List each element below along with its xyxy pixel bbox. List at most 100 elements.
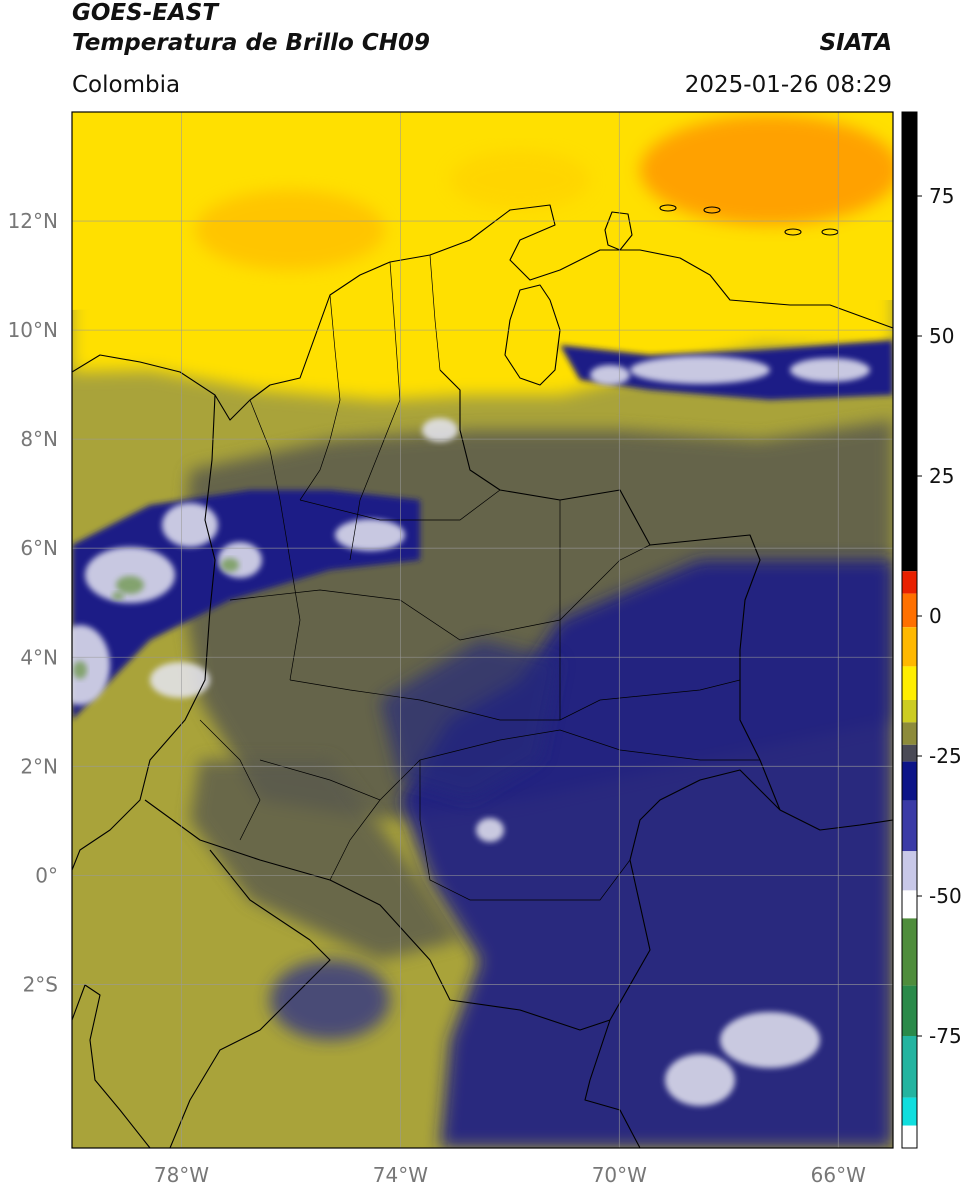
cloud-top [150, 662, 210, 698]
brightness-temperature-field [72, 112, 893, 1148]
cloud-top [72, 625, 110, 705]
colorbar-ticks: 75 50 25 0 -25 -50 -75 [917, 184, 962, 1048]
country-borders [72, 204, 893, 1148]
colorbar-segment [902, 571, 917, 594]
cloud-top [162, 503, 218, 547]
colorbar-tick-label: 50 [929, 324, 954, 348]
map-frame [71, 111, 894, 1149]
title-block: GOES-EAST Temperatura de Brillo CH09 Col… [72, 0, 430, 100]
latitude-tick-label: 4°N [20, 645, 58, 669]
colorbar-frame [901, 111, 918, 1149]
colorbar-segment [902, 627, 917, 667]
colorbar-segment [902, 851, 917, 891]
latitude-tick-label: 0° [35, 863, 58, 887]
cold-patch-south [270, 960, 390, 1040]
latitude-tick-label: 2°N [20, 754, 58, 778]
colorbar-tick-label: 75 [929, 184, 954, 208]
longitude-tick-label: 78°W [154, 1163, 209, 1187]
caribbean-coastline [72, 204, 893, 421]
latitude-tick-label: 6°N [20, 536, 58, 560]
orange-patch-west [195, 190, 385, 270]
colorbar-segment [902, 761, 917, 801]
department-border [199, 719, 261, 841]
peru-coastline [72, 984, 151, 1148]
colombia-south-border [144, 769, 781, 1031]
colorbar-segment [902, 1036, 917, 1098]
island [784, 228, 802, 236]
brazil-peru-border [584, 1019, 641, 1148]
latitude-tick-label: 2°S [23, 972, 58, 996]
department-border [349, 261, 401, 561]
department-border [299, 294, 341, 501]
department-border [249, 399, 301, 681]
cloud-top [590, 365, 630, 385]
organization-label: SIATA [819, 30, 892, 56]
right-header: SIATA 2025-01-26 08:29 [685, 28, 892, 100]
gray-zone-south [190, 760, 460, 960]
latitude-tick-label: 12°N [8, 209, 58, 233]
ecuador-peru-border [169, 849, 331, 1148]
orange-patch-east [640, 115, 893, 225]
orange-patch-center [450, 150, 590, 210]
latitude-axis: 12°N 10°N 8°N 6°N 4°N 2°N 0° 2°S [8, 209, 58, 996]
department-border [329, 799, 381, 881]
cloud-top [335, 519, 405, 551]
cold-core [112, 592, 124, 600]
product-title: Temperatura de Brillo CH09 [72, 30, 430, 56]
department-border [419, 760, 631, 901]
colorbar-tick-label: 0 [929, 604, 942, 628]
cloud-top [630, 356, 770, 384]
colorbar-tick-label: 25 [929, 464, 954, 488]
department-border [429, 254, 441, 371]
colorbar-tick-label: -50 [929, 884, 962, 908]
colorbar-segment [902, 700, 917, 723]
cold-area-center [380, 640, 560, 800]
colombia-venezuela-border [439, 369, 781, 811]
colorbar-segment [902, 918, 917, 986]
timestamp-label: 2025-01-26 08:29 [684, 72, 892, 98]
longitude-tick-label: 74°W [373, 1163, 428, 1187]
department-border [289, 679, 741, 721]
venezuela-brazil-border [779, 809, 893, 831]
colorbar-segment [902, 1125, 917, 1148]
cloud-top [422, 418, 458, 442]
convective-band [72, 490, 420, 720]
cloud-top [720, 1012, 820, 1068]
cloud-top [85, 547, 175, 603]
colorbar-segment [902, 593, 917, 628]
colorbar-segment [902, 800, 917, 852]
colorbar-tick-label: -25 [929, 744, 962, 768]
colorbar-segment [902, 1097, 917, 1126]
map-gridlines [72, 112, 893, 1148]
cloud-top [665, 1054, 735, 1106]
department-border [299, 489, 501, 521]
colorbar-tick-label: -75 [929, 1024, 962, 1048]
cloud-top [476, 818, 504, 842]
longitude-tick-label: 66°W [811, 1163, 866, 1187]
cloud-top [790, 358, 870, 382]
colorbar-segment [902, 744, 917, 762]
colorbar-segment [902, 890, 917, 919]
island [703, 206, 721, 214]
colorbar-segment [902, 666, 917, 700]
cold-core [73, 661, 87, 679]
cold-core [116, 576, 144, 594]
colorbar-segment [902, 112, 917, 572]
department-border [259, 729, 760, 801]
colorbar-segment [902, 985, 917, 1036]
longitude-axis: 78°W 74°W 70°W 66°W [154, 1163, 866, 1187]
cold-core [221, 558, 239, 572]
latitude-tick-label: 10°N [8, 318, 58, 342]
island [659, 204, 677, 212]
department-border [229, 544, 651, 641]
paraguana-peninsula [604, 211, 633, 251]
pacific-coastline [72, 394, 216, 871]
satellite-title: GOES-EAST [72, 0, 219, 26]
longitude-tick-label: 70°W [592, 1163, 647, 1187]
region-label: Colombia [72, 72, 181, 98]
lake-maracaibo [504, 284, 561, 386]
colorbar-segment [902, 722, 917, 745]
latitude-tick-label: 8°N [20, 427, 58, 451]
colorbar [901, 111, 918, 1149]
